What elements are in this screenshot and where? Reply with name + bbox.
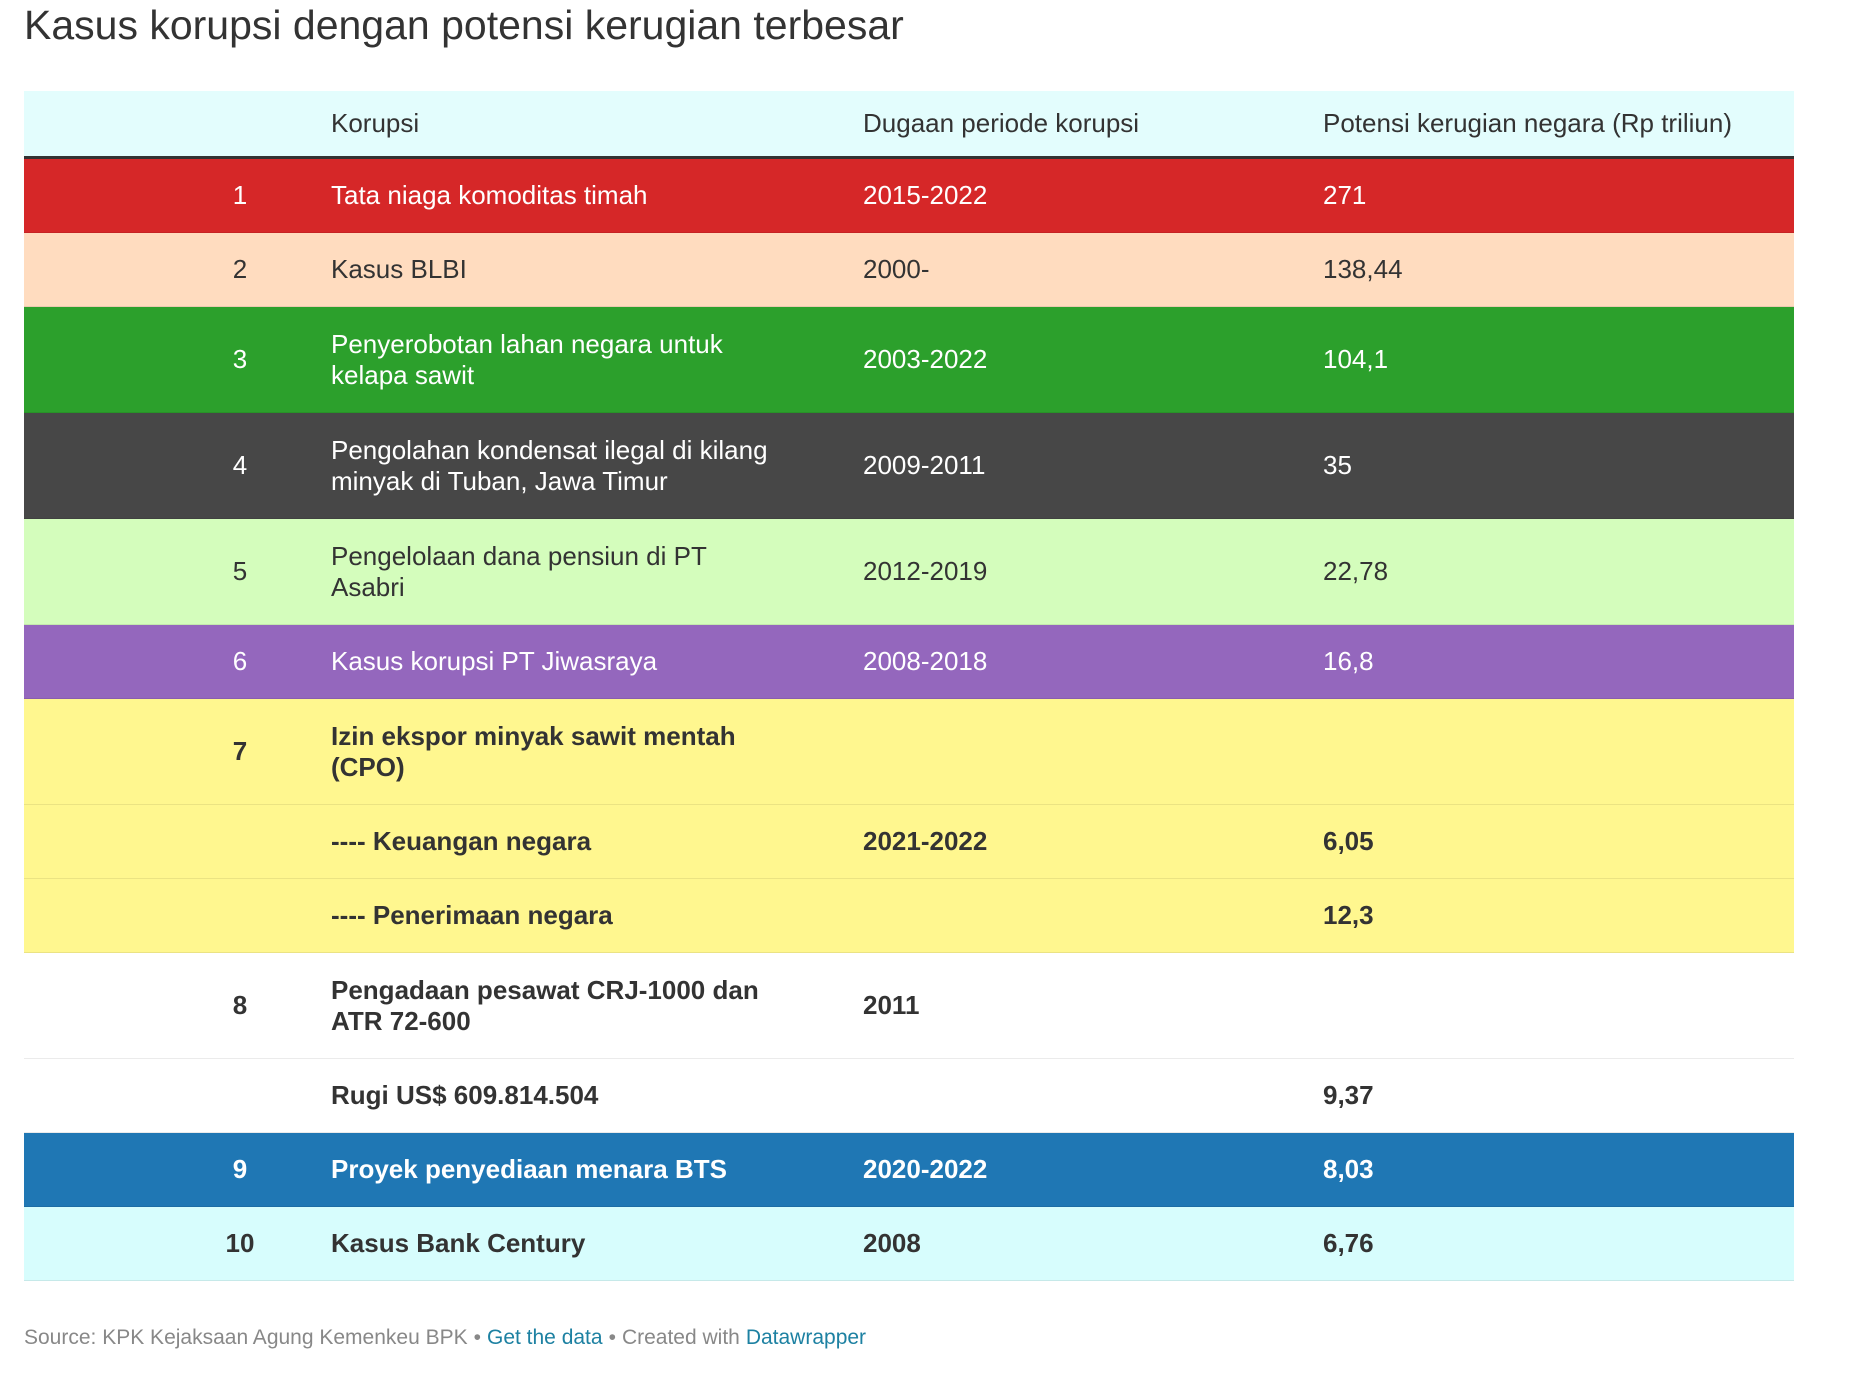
table-row: 9 Proyek penyediaan menara BTS 2020-2022 8,… (24, 1133, 1794, 1207)
cell: Tata niaga komoditas timah (331, 180, 648, 210)
cell: 10 (225, 1228, 255, 1258)
cell: 3 (232, 344, 248, 374)
cell: 9 (232, 1154, 248, 1184)
footer-link[interactable]: Get the data (486, 1326, 603, 1349)
cell: 9,37 (1323, 1080, 1374, 1110)
cell: 271 (1323, 180, 1367, 210)
cell: 7 (232, 736, 248, 766)
title: Kasus korupsi dengan potensi kerugian te… (24, 2, 904, 48)
cell: 2015-2022 (863, 180, 988, 210)
cell: 2008 (863, 1228, 921, 1258)
cell: 22,78 (1323, 556, 1389, 586)
cell: 8,03 (1323, 1154, 1374, 1184)
cell: 8 (232, 990, 248, 1020)
table-row: ---- Penerimaan negara 12,3 (24, 879, 1794, 953)
table-row: 10 Kasus Bank Century 2008 6,76 (24, 1207, 1794, 1281)
cell: 2 (232, 254, 248, 284)
cell: Izin ekspor minyak sawit mentah (CPO) (331, 720, 736, 782)
cell: 6 (232, 646, 248, 676)
cell: Kasus korupsi PT Jiwasraya (331, 646, 658, 676)
table-row: 4 Pengolahan kondensat ilegal di kilang m… (24, 413, 1794, 519)
table-row: 2 Kasus BLBI 2000- 138,44 (24, 233, 1794, 307)
cell: ---- Penerimaan negara (331, 900, 613, 930)
footer: Source: KPK Kejaksaan Agung Kemenkeu BPK… (24, 1326, 872, 1350)
cell: 35 (1323, 450, 1352, 480)
footer-text: • (473, 1326, 481, 1349)
cell: 2011 (863, 990, 920, 1020)
table-row: 7 Izin ekspor minyak sawit mentah (CPO) (24, 699, 1794, 805)
cell: 12,3 (1323, 900, 1374, 930)
cell: 2021-2022 (863, 826, 988, 856)
cell: 2000- (863, 254, 930, 284)
cell: 2020-2022 (863, 1154, 988, 1184)
footer-text: • (608, 1326, 616, 1349)
cell: 2009-2011 (863, 450, 986, 480)
cell: 1 (232, 180, 248, 210)
table-row: 1 Tata niaga komoditas timah 2015-2022 271 (24, 159, 1794, 233)
table-row: Rugi US$ 609.814.504 9,37 (24, 1059, 1794, 1133)
cell: Dugaan periode korupsi (863, 108, 1140, 138)
cell: Kasus Bank Century (331, 1228, 586, 1258)
cell: 2008-2018 (863, 646, 988, 676)
cell: Korupsi (331, 108, 420, 138)
cell: 5 (232, 556, 248, 586)
cell: Pengadaan pesawat CRJ-1000 dan ATR 72-60… (331, 974, 759, 1036)
table-row: 3 Penyerobotan lahan negara untuk kelapa … (24, 307, 1794, 413)
cell: 16,8 (1323, 646, 1374, 676)
table-row: 5 Pengelolaan dana pensiun di PT Asabri 20… (24, 519, 1794, 625)
footer-link[interactable]: Datawrapper (745, 1326, 867, 1349)
cell: 4 (232, 450, 248, 480)
cell: 2012-2019 (863, 556, 988, 586)
cell: Pengelolaan dana pensiun di PT Asabri (331, 540, 707, 602)
cell: ---- Keuangan negara (331, 826, 592, 856)
footer-text: Source: KPK Kejaksaan Agung Kemenkeu BPK (24, 1326, 468, 1349)
cell: Potensi kerugian negara (Rp triliun) (1323, 108, 1732, 138)
header-row: Korupsi Dugaan periode korupsi Potensi ker… (24, 91, 1794, 159)
cell: 104,1 (1323, 344, 1389, 374)
cell: Rugi US$ 609.814.504 (331, 1080, 599, 1110)
cell: 2003-2022 (863, 344, 988, 374)
cell: Kasus BLBI (331, 254, 467, 284)
table-row: ---- Keuangan negara 2021-2022 6,05 (24, 805, 1794, 879)
table-row: 8 Pengadaan pesawat CRJ-1000 dan ATR 72-6… (24, 953, 1794, 1059)
table: Korupsi Dugaan periode korupsi Potensi ker… (24, 91, 1794, 1281)
cell: 6,05 (1323, 826, 1374, 856)
cell: Proyek penyediaan menara BTS (331, 1154, 727, 1184)
footer-text: Created with (621, 1326, 740, 1349)
table-row: 6 Kasus korupsi PT Jiwasraya 2008-2018 16,8 (24, 625, 1794, 699)
cell: Pengolahan kondensat ilegal di kilang mi… (331, 434, 768, 496)
cell: 6,76 (1323, 1228, 1374, 1258)
cell: Penyerobotan lahan negara untuk kelapa s… (331, 328, 723, 390)
cell: 138,44 (1323, 254, 1403, 284)
